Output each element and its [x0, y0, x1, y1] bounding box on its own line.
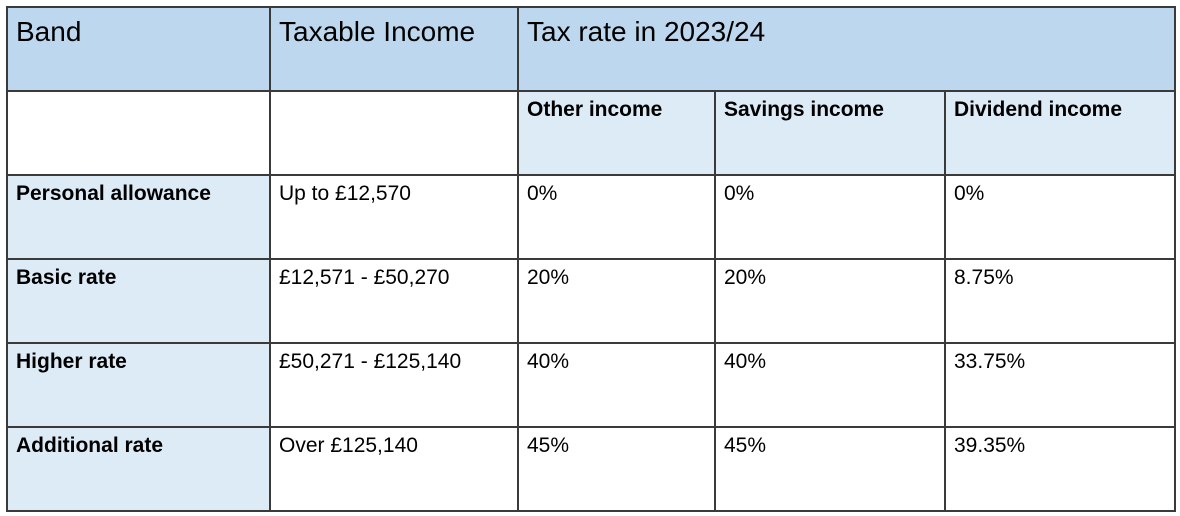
other-income-rate-cell: 0% [517, 174, 716, 260]
header-tax-rate: Tax rate in 2023/24 [517, 6, 1176, 92]
other-income-rate-cell: 40% [517, 342, 716, 428]
taxable-income-cell: £12,571 - £50,270 [269, 258, 519, 344]
table-row: Higher rate £50,271 - £125,140 40% 40% 3… [6, 342, 1176, 428]
table-header-row: Band Taxable Income Tax rate in 2023/24 [6, 6, 1176, 92]
savings-income-rate-cell: 40% [714, 342, 946, 428]
table-subheader-row: Other income Savings income Dividend inc… [6, 90, 1176, 176]
header-taxable-income: Taxable Income [269, 6, 519, 92]
other-income-rate-cell: 20% [517, 258, 716, 344]
table-row: Additional rate Over £125,140 45% 45% 39… [6, 426, 1176, 512]
band-cell: Additional rate [6, 426, 271, 512]
band-cell: Basic rate [6, 258, 271, 344]
table-row: Basic rate £12,571 - £50,270 20% 20% 8.7… [6, 258, 1176, 344]
subheader-empty-income [269, 90, 519, 176]
dividend-income-rate-cell: 39.35% [944, 426, 1176, 512]
taxable-income-cell: £50,271 - £125,140 [269, 342, 519, 428]
subheader-savings-income: Savings income [714, 90, 946, 176]
dividend-income-rate-cell: 0% [944, 174, 1176, 260]
dividend-income-rate-cell: 33.75% [944, 342, 1176, 428]
subheader-other-income: Other income [517, 90, 716, 176]
tax-rate-table: Band Taxable Income Tax rate in 2023/24 … [6, 6, 1176, 512]
table-row: Personal allowance Up to £12,570 0% 0% 0… [6, 174, 1176, 260]
taxable-income-cell: Up to £12,570 [269, 174, 519, 260]
header-band: Band [6, 6, 271, 92]
band-cell: Personal allowance [6, 174, 271, 260]
dividend-income-rate-cell: 8.75% [944, 258, 1176, 344]
other-income-rate-cell: 45% [517, 426, 716, 512]
subheader-empty-band [6, 90, 271, 176]
savings-income-rate-cell: 45% [714, 426, 946, 512]
taxable-income-cell: Over £125,140 [269, 426, 519, 512]
band-cell: Higher rate [6, 342, 271, 428]
savings-income-rate-cell: 20% [714, 258, 946, 344]
subheader-dividend-income: Dividend income [944, 90, 1176, 176]
savings-income-rate-cell: 0% [714, 174, 946, 260]
